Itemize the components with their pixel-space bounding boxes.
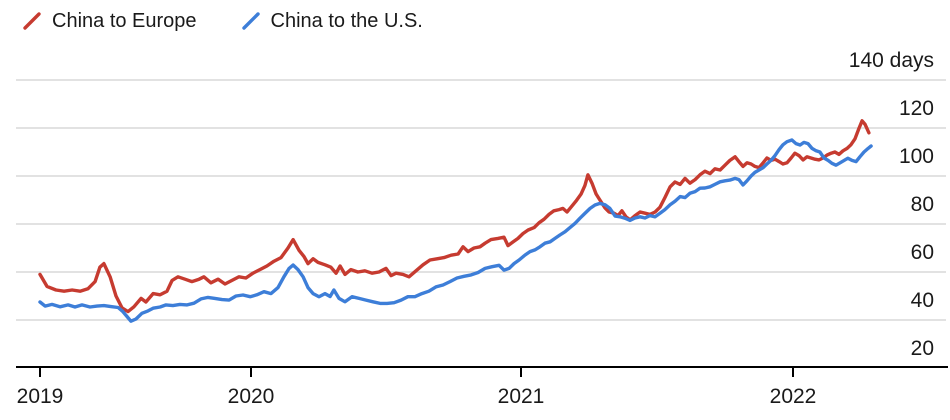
legend-item-china-to-us: China to the U.S. xyxy=(241,9,423,33)
x-axis-label-2020: 2020 xyxy=(228,385,275,408)
y-axis-label-140: 140 days xyxy=(849,49,934,72)
chart-legend: China to Europe China to the U.S. xyxy=(22,9,423,33)
x-axis-label-2021: 2021 xyxy=(498,385,545,408)
y-axis-label-60: 60 xyxy=(911,241,934,264)
x-axis-label-2019: 2019 xyxy=(17,385,64,408)
blue-slash-icon xyxy=(241,12,260,30)
y-axis-label-100: 100 xyxy=(899,145,934,168)
x-axis-label-2022: 2022 xyxy=(770,385,817,408)
legend-label-china-to-us: China to the U.S. xyxy=(270,10,423,32)
series-line-china-to-europe xyxy=(38,119,871,314)
y-axis-label-20: 20 xyxy=(911,337,934,360)
y-axis-label-120: 120 xyxy=(899,97,934,120)
red-slash-icon xyxy=(23,12,41,30)
y-axis-label-40: 40 xyxy=(911,289,934,312)
series-line-china-to-us xyxy=(38,138,873,323)
legend-item-china-to-europe: China to Europe xyxy=(22,9,197,33)
legend-label-china-to-europe: China to Europe xyxy=(52,10,197,32)
y-axis-label-80: 80 xyxy=(911,193,934,216)
